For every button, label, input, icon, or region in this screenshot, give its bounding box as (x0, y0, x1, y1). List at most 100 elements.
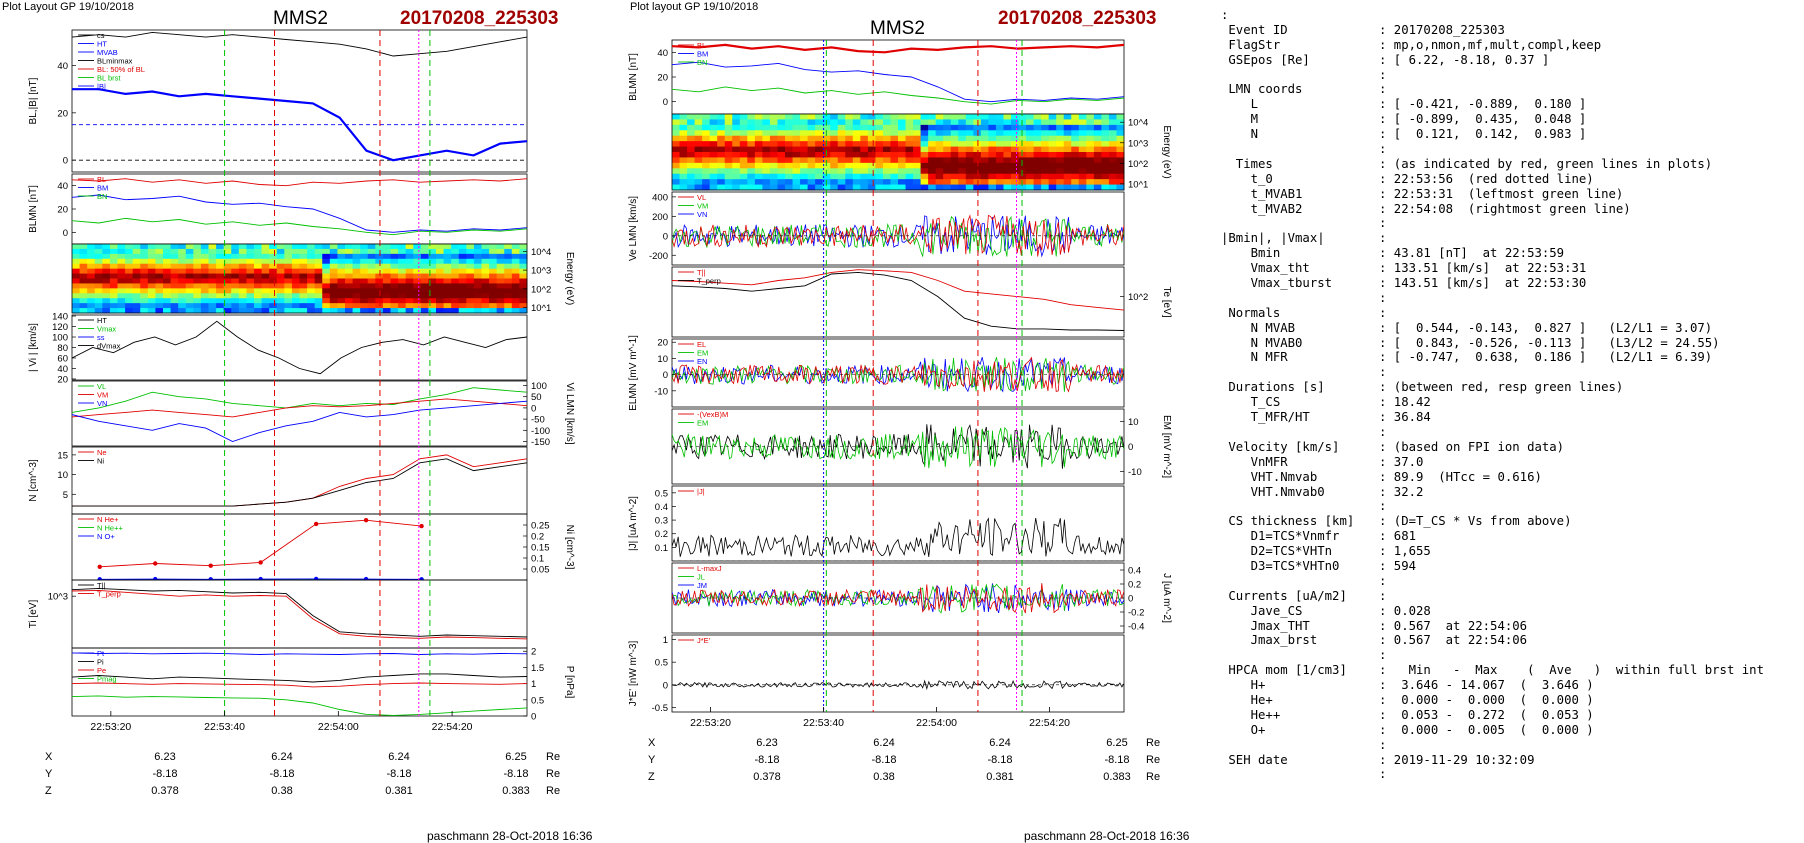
spectrogram-cell (943, 114, 951, 120)
y-tick-label: 0.3 (655, 516, 668, 527)
y-axis-label: BLMN [nT] (628, 53, 639, 101)
y-tick-label: 10^1 (531, 303, 551, 314)
spectrogram-cell (785, 157, 793, 163)
spectrogram-cell (239, 279, 247, 284)
summary-line: : (1221, 365, 1801, 380)
spectrogram-cell (315, 244, 323, 249)
spectrogram-cell (943, 141, 951, 147)
spectrogram-cell (95, 274, 103, 279)
spectrogram-cell (315, 264, 323, 269)
spectrogram-cell (155, 254, 163, 259)
spectrogram-cell (921, 157, 929, 163)
spectrogram-cell (785, 147, 793, 153)
spectrogram-cell (95, 288, 103, 293)
spectrogram-cell (512, 259, 520, 264)
spectrogram-cell (421, 283, 429, 288)
spectrogram-cell (504, 249, 512, 254)
spectrogram-cell (710, 174, 718, 180)
spectrogram-cell (680, 174, 688, 180)
spectrogram-cell (762, 125, 770, 131)
coord-value: -8.18 (854, 754, 914, 766)
spectrogram-cell (209, 264, 217, 269)
spectrogram-cell (1056, 136, 1064, 142)
spectrogram-cell (838, 136, 846, 142)
spectrogram-cell (747, 119, 755, 125)
summary-line: N MVAB: [ 0.544, -0.143, 0.827 ] (L2/L1 … (1221, 321, 1801, 336)
spectrogram-cell (95, 283, 103, 288)
summary-key: Vmax_tburst (1221, 276, 1379, 291)
x-tick-label: 22:53:40 (204, 721, 245, 733)
spectrogram-cell (981, 141, 989, 147)
spectrogram-cell (193, 283, 201, 288)
series-line (672, 518, 1124, 557)
spectrogram-cell (981, 152, 989, 158)
spectrogram-cell (830, 179, 838, 185)
spectrogram-cell (277, 303, 285, 308)
spectrogram-cell (368, 264, 376, 269)
spectrogram-cell (368, 298, 376, 303)
coord-unit: Re (1146, 754, 1160, 766)
spectrogram-cell (262, 288, 270, 293)
spectrogram-cell (444, 249, 452, 254)
spectrogram-cell (398, 298, 406, 303)
spectrogram-cell (254, 283, 262, 288)
spectrogram-cell (1094, 157, 1102, 163)
spectrogram-cell (444, 244, 452, 249)
spectrogram-cell (87, 254, 95, 259)
spectrogram-cell (695, 157, 703, 163)
summary-line: : (1221, 142, 1801, 157)
spectrogram-cell (277, 264, 285, 269)
spectrogram-cell (482, 259, 490, 264)
summary-line: O+: 0.000 - 0.005 ( 0.000 ) (1221, 723, 1801, 738)
spectrogram-cell (262, 244, 270, 249)
spectrogram-cell (133, 303, 141, 308)
spectrogram-cell (421, 293, 429, 298)
spectrogram-cell (436, 244, 444, 249)
spectrogram-cell (489, 298, 497, 303)
summary-value: : 2019-11-29 10:32:09 (1379, 753, 1534, 767)
spectrogram-cell (474, 244, 482, 249)
spectrogram-cell (87, 279, 95, 284)
spectrogram-cell (216, 279, 224, 284)
summary-line: |Bmin|, |Vmax|: (1221, 231, 1801, 246)
spectrogram-cell (913, 130, 921, 136)
spectrogram-cell (497, 279, 505, 284)
spectrogram-cell (1101, 141, 1109, 147)
spectrogram-cell (838, 174, 846, 180)
spectrogram-cell (913, 141, 921, 147)
spectrogram-cell (1064, 168, 1072, 174)
spectrogram-cell (890, 174, 898, 180)
spectrogram-cell (845, 163, 853, 169)
spectrogram-cell (868, 125, 876, 131)
spectrogram-cell (1026, 141, 1034, 147)
summary-value: : (1379, 142, 1386, 156)
spectrogram-cell (246, 298, 254, 303)
spectrogram-cell (186, 274, 194, 279)
spectrogram-cell (785, 152, 793, 158)
spectrogram-cell (239, 249, 247, 254)
spectrogram-cell (928, 152, 936, 158)
summary-key: LMN coords (1221, 82, 1379, 97)
spectrogram-cell (966, 125, 974, 131)
spectrogram-cell (1101, 179, 1109, 185)
spectrogram-cell (710, 130, 718, 136)
spectrogram-cell (80, 244, 88, 249)
spectrogram-cell (474, 279, 482, 284)
spectrogram-cell (1019, 157, 1027, 163)
spectrogram-cell (981, 119, 989, 125)
spectrogram-cell (951, 141, 959, 147)
spectrogram-cell (1109, 174, 1117, 180)
spectrogram-cell (951, 168, 959, 174)
spectrogram-cell (254, 259, 262, 264)
summary-value: : (1379, 738, 1386, 752)
spectrogram-cell (254, 254, 262, 259)
legend-label: J*E' (697, 636, 711, 645)
spectrogram-cell (890, 147, 898, 153)
coord-value: 6.24 (970, 737, 1030, 749)
spectrogram-cell (110, 274, 118, 279)
panel-series-group (72, 32, 527, 160)
spectrogram-cell (155, 303, 163, 308)
spectrogram-cell (497, 274, 505, 279)
spectrogram-cell (87, 269, 95, 274)
spectrogram-cell (330, 244, 338, 249)
